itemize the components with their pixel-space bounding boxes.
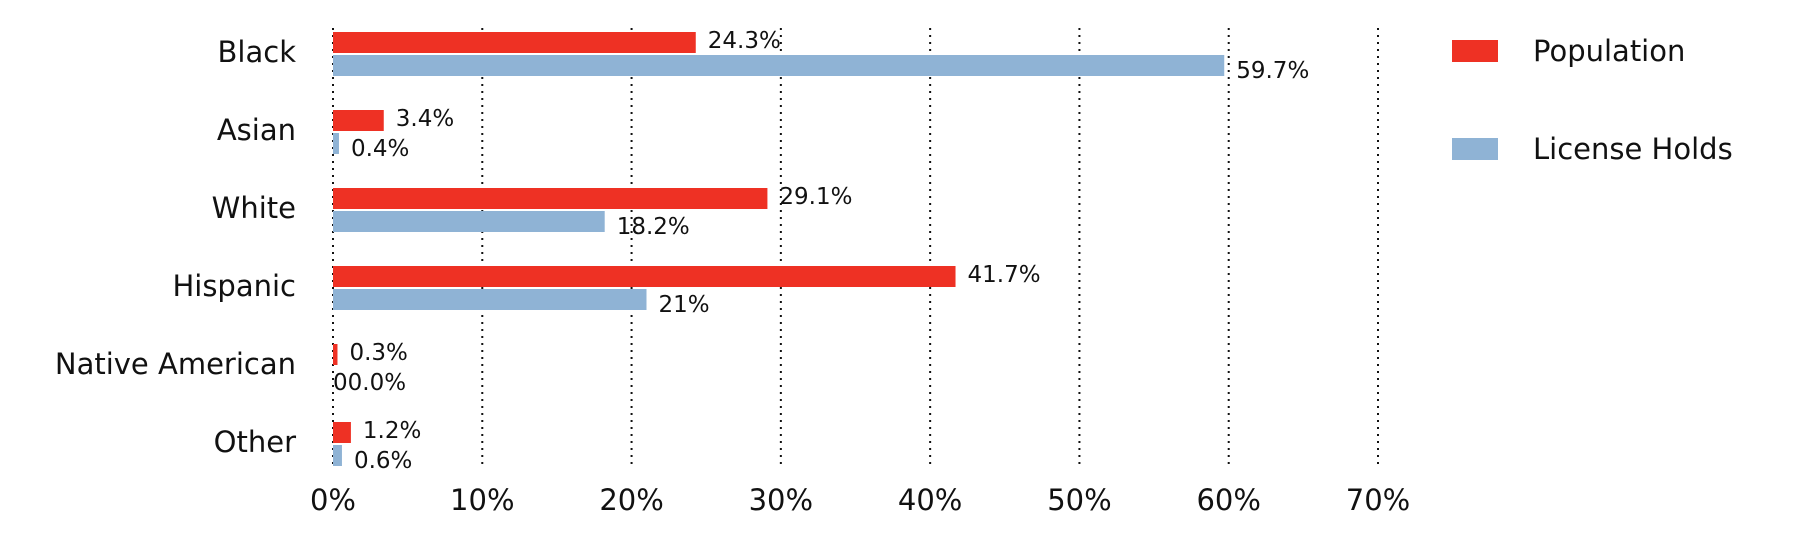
x-tick-label: 30% (749, 483, 813, 517)
legend-label: License Holds (1533, 132, 1733, 166)
bar (333, 133, 339, 154)
category-label: Native American (55, 347, 296, 381)
bar (333, 32, 696, 53)
bar (333, 211, 605, 232)
x-tick-label: 40% (898, 483, 962, 517)
value-label: 1.2% (363, 418, 421, 444)
legend-swatch (1452, 40, 1498, 62)
value-label: 59.7% (1236, 58, 1309, 84)
value-label: 41.7% (968, 262, 1041, 288)
value-label: 0.3% (349, 340, 407, 366)
value-label: 3.4% (396, 106, 454, 132)
legend-swatch (1452, 138, 1498, 160)
x-tick-label: 10% (450, 483, 514, 517)
bar (333, 445, 342, 466)
category-label: Asian (217, 113, 296, 147)
value-label: 00.0% (333, 370, 406, 396)
category-label: Black (218, 35, 297, 69)
value-label: 0.6% (354, 448, 412, 474)
value-label: 18.2% (617, 214, 690, 240)
value-label: 21% (659, 292, 710, 318)
value-label: 24.3% (708, 28, 781, 54)
x-tick-label: 20% (599, 483, 663, 517)
bar (333, 188, 768, 209)
value-label: 0.4% (351, 136, 409, 162)
bar (333, 55, 1225, 76)
x-tick-label: 0% (310, 483, 356, 517)
value-label: 29.1% (779, 184, 852, 210)
bar (333, 266, 956, 287)
bar (333, 110, 384, 131)
x-tick-label: 50% (1047, 483, 1111, 517)
bar (333, 344, 338, 365)
bar (333, 289, 647, 310)
category-label: Other (214, 425, 296, 459)
legend-label: Population (1533, 34, 1685, 68)
category-label: White (212, 191, 296, 225)
category-label: Hispanic (172, 269, 296, 303)
x-tick-label: 70% (1346, 483, 1410, 517)
bar (333, 422, 351, 443)
x-tick-label: 60% (1196, 483, 1260, 517)
